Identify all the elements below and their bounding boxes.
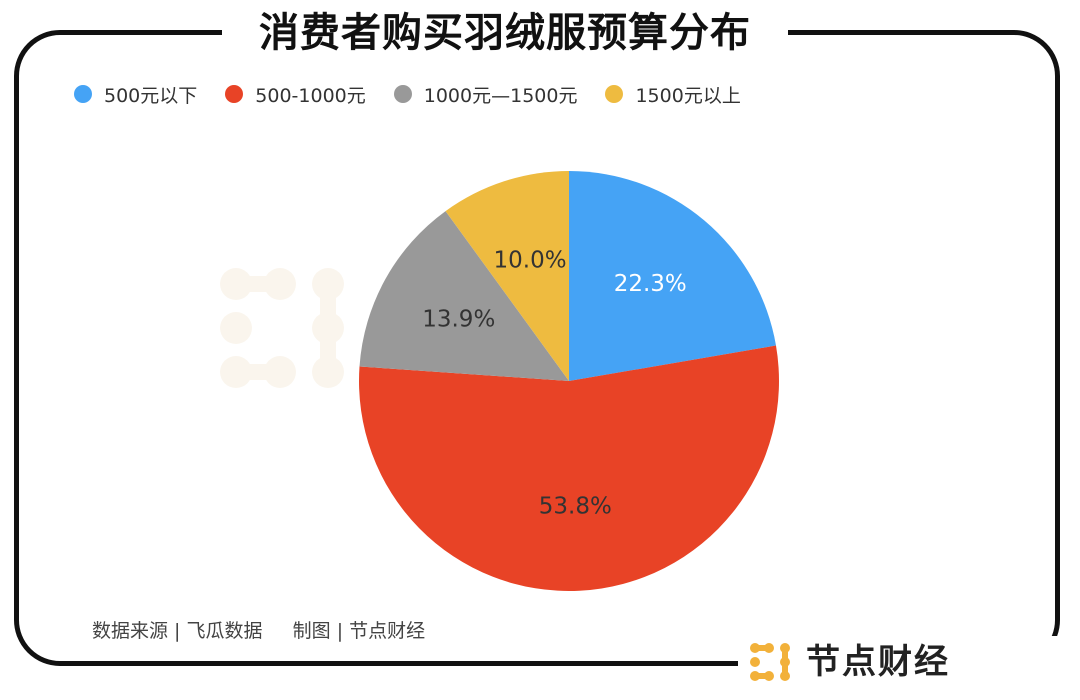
legend-item-1500-above: 1500元以上 bbox=[605, 81, 741, 108]
pie-slice bbox=[569, 171, 776, 381]
legend-marker bbox=[225, 85, 244, 103]
legend-label: 500-1000元 bbox=[255, 84, 366, 107]
pie-slice bbox=[445, 171, 569, 381]
legend-label: 1500元以上 bbox=[635, 84, 741, 107]
pie-slice bbox=[359, 211, 569, 381]
legend-item-500-1000: 500-1000元 bbox=[225, 81, 366, 108]
logo-text: 节点财经 bbox=[806, 642, 950, 682]
data-label: 53.8% bbox=[539, 493, 612, 519]
watermark-logo-icon bbox=[220, 268, 344, 388]
chart-title: 消费者购买羽绒服预算分布 bbox=[259, 10, 751, 56]
legend: 500元以下 500-1000元 1000元—1500元 1500元以上 bbox=[74, 80, 741, 108]
pie-slice bbox=[359, 345, 779, 591]
source-note: 数据来源 | 飞瓜数据 制图 | 节点财经 bbox=[92, 620, 426, 642]
logo-background bbox=[738, 636, 1058, 700]
legend-label: 500元以下 bbox=[104, 84, 198, 107]
legend-marker bbox=[74, 85, 92, 103]
legend-label: 1000元—1500元 bbox=[423, 84, 578, 107]
logo-icon bbox=[750, 643, 790, 681]
legend-item-500-below: 500元以下 bbox=[74, 81, 197, 108]
legend-item-1000-1500: 1000元—1500元 bbox=[393, 81, 578, 108]
data-label: 10.0% bbox=[494, 248, 567, 274]
legend-marker bbox=[605, 85, 624, 103]
data-label: 22.3% bbox=[614, 271, 687, 297]
title-background bbox=[222, 8, 788, 60]
legend-marker bbox=[393, 85, 412, 103]
data-label: 13.9% bbox=[422, 306, 495, 332]
